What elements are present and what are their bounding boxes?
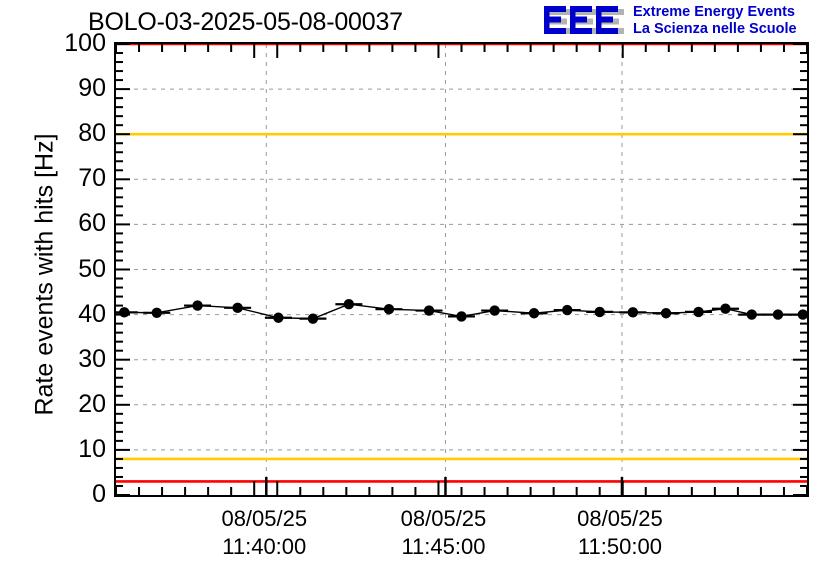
y-axis-tick-label: 80 bbox=[78, 119, 106, 148]
data-point-marker bbox=[746, 309, 757, 320]
data-point-marker bbox=[693, 306, 704, 318]
data-point-marker bbox=[423, 305, 435, 316]
data-point-marker bbox=[456, 311, 467, 322]
data-point-marker bbox=[489, 305, 500, 316]
data-point-marker bbox=[119, 307, 130, 318]
x-tick-date: 08/05/25 bbox=[400, 506, 487, 531]
x-tick-time: 11:45:00 bbox=[401, 534, 486, 559]
data-point-marker bbox=[307, 313, 319, 324]
y-axis-tick-label: 100 bbox=[64, 29, 106, 57]
y-axis-tick-label: 90 bbox=[78, 74, 106, 103]
page-title: BOLO-03-2025-05-08-00037 bbox=[88, 8, 403, 36]
y-axis-tick-label: 60 bbox=[78, 209, 106, 238]
y-axis-tick-label: 30 bbox=[78, 344, 106, 373]
y-axis-tick-label: 20 bbox=[78, 389, 106, 418]
y-axis-tick-label: 10 bbox=[78, 434, 106, 463]
data-point-marker bbox=[383, 303, 395, 315]
data-point-marker bbox=[273, 312, 284, 323]
y-axis-tick-label: 0 bbox=[92, 480, 106, 508]
x-tick-time: 11:40:00 bbox=[222, 534, 307, 559]
data-point-marker bbox=[772, 309, 784, 320]
x-axis-tick-label: 08/05/25 11:45:00 bbox=[363, 505, 523, 561]
x-tick-time: 11:50:00 bbox=[577, 534, 662, 559]
y-axis-tick-label: 50 bbox=[78, 254, 106, 283]
eee-logo: Extreme Energy Events La Scienza nelle S… bbox=[541, 3, 833, 41]
eee-mark-icon bbox=[541, 5, 627, 38]
x-axis-tick-label: 08/05/25 11:40:00 bbox=[184, 505, 344, 561]
plot-canvas bbox=[116, 44, 807, 495]
data-point-marker bbox=[562, 304, 573, 316]
data-point-marker bbox=[151, 307, 162, 318]
x-tick-date: 08/05/25 bbox=[221, 506, 308, 531]
data-point-marker bbox=[660, 308, 672, 319]
y-axis-tick-label: 40 bbox=[78, 299, 106, 328]
plot-inner bbox=[116, 44, 807, 495]
data-point-marker bbox=[594, 306, 605, 318]
x-axis-tick-label: 08/05/25 11:50:00 bbox=[540, 505, 700, 561]
logo-text: Extreme Energy Events La Scienza nelle S… bbox=[633, 4, 797, 38]
x-tick-date: 08/05/25 bbox=[577, 506, 663, 531]
data-point-marker bbox=[528, 308, 540, 319]
data-point-marker bbox=[720, 303, 731, 314]
data-point-marker bbox=[343, 299, 355, 310]
data-point-marker bbox=[232, 302, 243, 314]
y-axis-tick-label: 70 bbox=[78, 164, 106, 193]
logo-line-2: La Scienza nelle Scuole bbox=[633, 21, 797, 37]
data-point-marker bbox=[192, 300, 203, 311]
plot-area bbox=[114, 42, 809, 497]
data-point-marker bbox=[627, 307, 639, 318]
data-point-marker bbox=[797, 309, 807, 320]
logo-line-1: Extreme Energy Events bbox=[633, 4, 795, 20]
